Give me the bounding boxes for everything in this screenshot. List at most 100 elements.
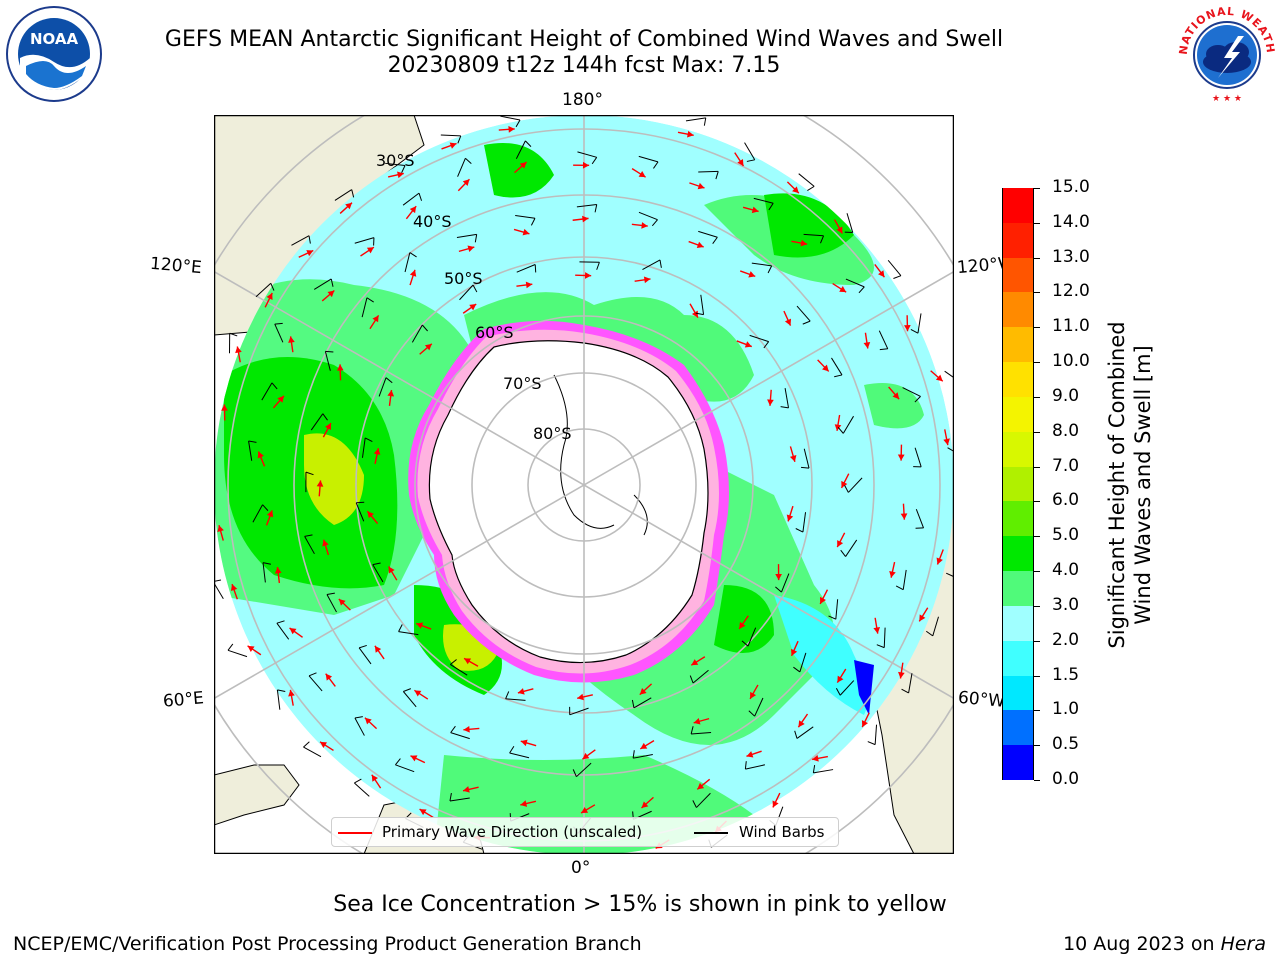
colorbar-tick-label: 8.0	[1052, 420, 1080, 441]
wind-barb-flag	[828, 615, 837, 620]
wave-arrow-head	[812, 755, 819, 762]
wind-barb-staff	[803, 448, 810, 469]
wave-arrow-head	[904, 325, 911, 332]
colorbar-segment	[1003, 291, 1033, 328]
wind-barb-staff	[276, 622, 290, 640]
lon-label-120w: 120°W	[956, 253, 1008, 279]
colorbar-segment	[1003, 326, 1033, 363]
wind-barb-flag	[398, 624, 403, 632]
wind-barb-staff	[385, 162, 406, 167]
wind-barb-staff	[457, 158, 466, 177]
wind-barb-flag	[530, 217, 536, 226]
wind-barb-flag	[748, 710, 755, 717]
wave-arrow-head	[584, 272, 592, 279]
wind-barb-staff	[932, 616, 939, 637]
wave-arrow-head	[414, 690, 422, 697]
wind-barb-staff	[696, 792, 711, 808]
wind-barb-flag	[305, 471, 314, 476]
wave-arrow-head	[897, 454, 905, 461]
wave-arrow-head	[277, 395, 284, 403]
wind-barb-flag	[509, 745, 515, 754]
wind-barb-staff	[310, 413, 324, 431]
wind-barb-flag	[768, 202, 774, 211]
wind-barb-staff	[459, 284, 474, 301]
colorbar-tick-mark	[1034, 571, 1040, 573]
wind-barb-flag	[837, 426, 844, 434]
wave-arrow-head	[517, 688, 525, 695]
wave-arrow-head	[419, 809, 427, 816]
wind-barb-flag	[659, 259, 662, 268]
wave-arrow-head	[772, 800, 779, 808]
wind-barb-flag	[775, 586, 782, 593]
wind-barb-flag	[946, 572, 954, 577]
wind-barb-flag	[277, 689, 286, 693]
wave-arrow-head	[388, 566, 395, 574]
wind-barb-staff	[698, 230, 718, 238]
colorbar-tick-mark	[1034, 188, 1040, 189]
wave-arrow-head	[639, 688, 647, 695]
wave-arrow-head	[836, 226, 843, 234]
colorbar-tick-mark	[1034, 222, 1040, 224]
colorbar-segment	[1003, 361, 1033, 397]
wave-arrow-head	[221, 404, 228, 411]
wind-barb-flag	[465, 157, 472, 165]
wind-barb-staff	[411, 324, 423, 343]
wave-arrow-head	[288, 336, 295, 343]
colorbar-segment	[1003, 396, 1033, 432]
wave-arrow-head	[697, 182, 705, 190]
wave-arrow-head	[767, 399, 774, 406]
wind-barb-flag	[695, 312, 704, 316]
wind-barb-staff	[378, 377, 387, 397]
wind-barb-flag	[793, 666, 801, 673]
wave-arrow-head	[316, 480, 324, 487]
lat-label-70s: 70°S	[503, 374, 542, 393]
wind-barb-staff	[509, 752, 530, 759]
colorbar-segment	[1003, 500, 1033, 537]
wind-barb-staff	[515, 140, 526, 159]
wind-barb-flag	[322, 413, 328, 421]
wind-barb-staff	[781, 573, 790, 593]
colorbar-tick-mark	[1034, 675, 1040, 677]
wind-barb-staff	[354, 237, 375, 244]
wind-barb-staff	[839, 680, 855, 696]
wave-arrow-head	[469, 304, 477, 311]
wind-barb-staff	[915, 509, 925, 529]
wind-barb-flag	[812, 764, 816, 774]
wave-arrow-head	[638, 171, 646, 178]
noaa-logo: NOAA	[6, 6, 102, 102]
lat-label-30s: 30°S	[376, 151, 415, 170]
colorbar-tick-label: 0.5	[1052, 734, 1080, 755]
wave-arrow-head	[274, 567, 282, 574]
wave-arrow-head	[374, 645, 382, 653]
wind-barb-flag	[712, 236, 718, 245]
wave-arrow-head	[744, 341, 752, 348]
wind-barb-staff	[261, 382, 273, 401]
wave-arrow-head	[861, 720, 868, 728]
wave-band-6m-west	[304, 433, 364, 525]
wind-barb-flag	[358, 644, 367, 649]
wave-arrow-head	[643, 276, 651, 284]
wave-arrow-head	[863, 341, 871, 349]
colorbar-tick-mark	[1034, 745, 1040, 747]
wind-barb-flag	[229, 332, 238, 337]
wave-arrow-head	[519, 162, 527, 169]
wind-barb-staff	[845, 278, 865, 288]
wind-barb-flag	[457, 135, 462, 144]
wind-barb-staff	[395, 764, 415, 773]
wave-arrow-head	[751, 206, 759, 214]
wind-barb-flag	[304, 534, 313, 537]
wave-arrow-head	[819, 596, 826, 604]
wind-barb-flag	[834, 374, 843, 378]
wind-barb-staff	[798, 173, 815, 187]
wave-arrow-head	[936, 557, 943, 565]
wind-barb-staff	[402, 691, 417, 708]
wind-barb-staff	[450, 664, 468, 676]
colorbar-segment	[1003, 222, 1033, 258]
wind-barb-flag	[325, 350, 334, 353]
wind-barb-staff	[291, 235, 310, 246]
wave-arrow-head	[266, 292, 273, 300]
wind-barb-flag	[271, 382, 278, 390]
wind-barb-staff	[402, 192, 420, 206]
legend-wave-label: Primary Wave Direction (unscaled)	[382, 823, 643, 841]
wind-barb-flag	[572, 769, 577, 777]
